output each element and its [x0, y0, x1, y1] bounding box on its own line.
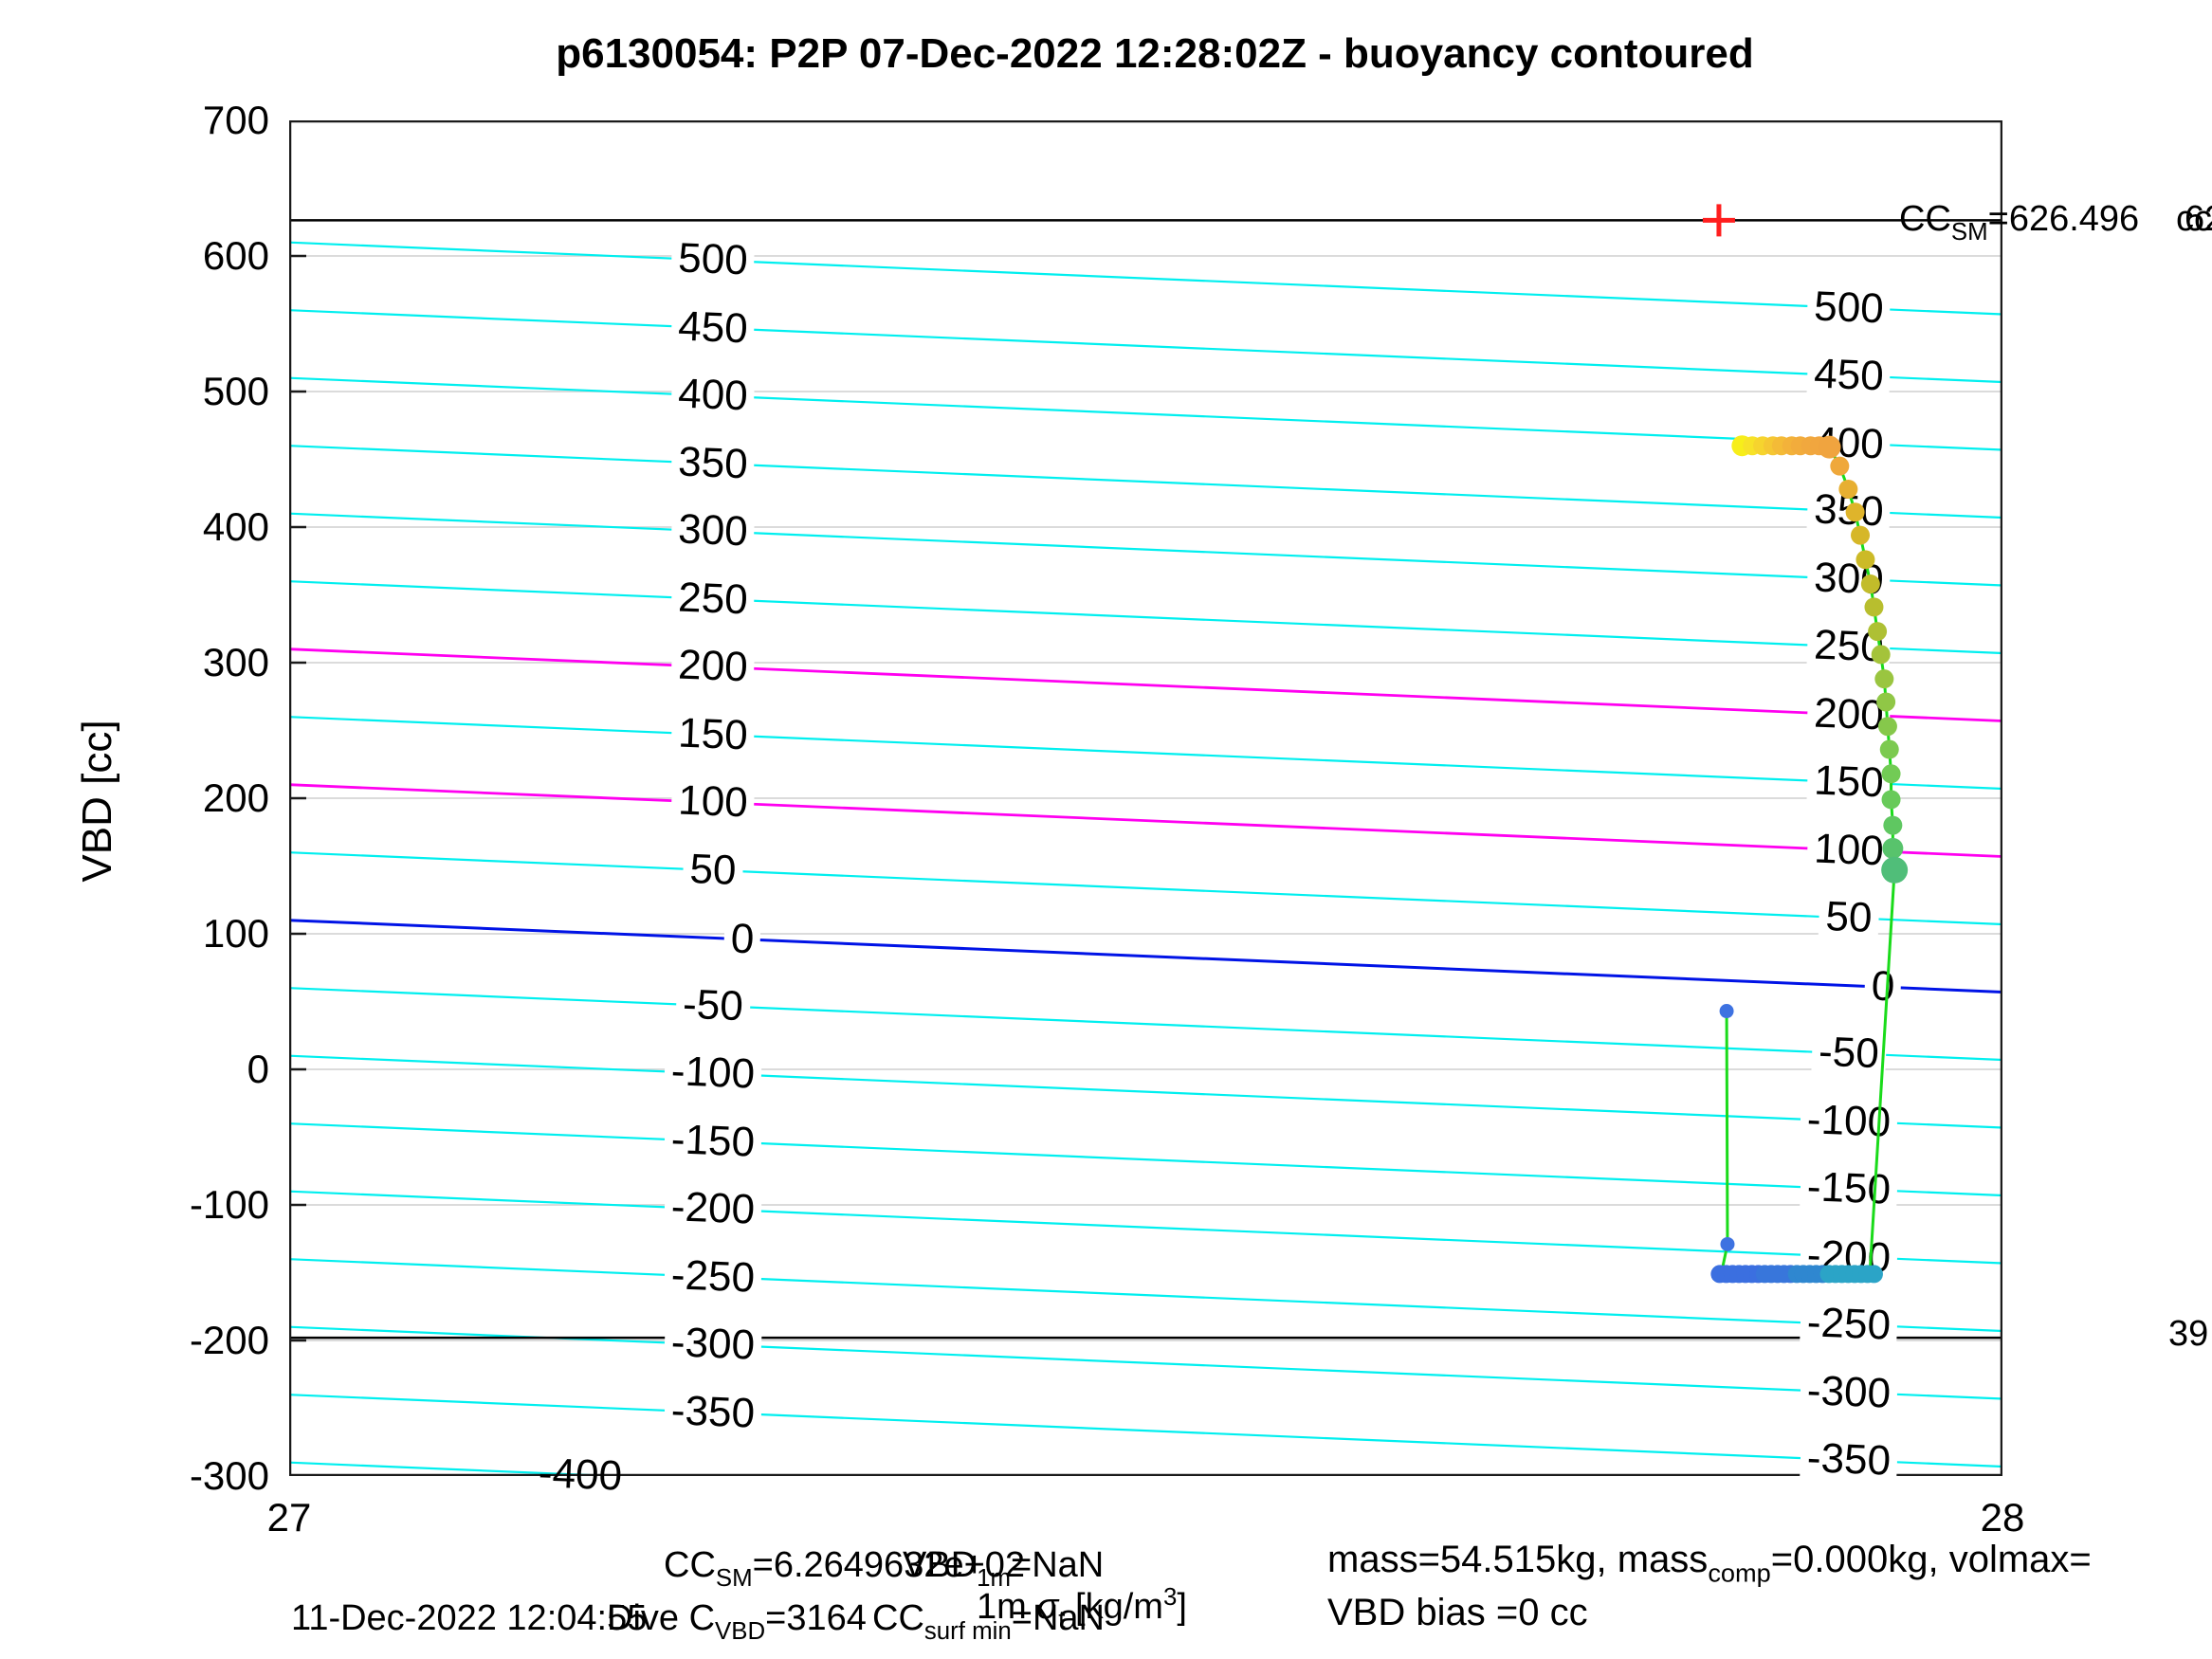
contour-line--100 — [289, 1054, 2002, 1129]
profile-dot — [1881, 790, 1901, 810]
profile-dot — [1882, 837, 1904, 859]
profile-dot — [1874, 669, 1894, 689]
annotation-mass-part: comp — [1708, 1558, 1771, 1588]
annotation-ccsm-value: CCSM=6.2649632e+02 — [664, 1543, 1025, 1600]
profile-dot — [1877, 717, 1897, 737]
contour-line-200 — [289, 647, 2002, 722]
annotation-dive-cvbd-part: Dive C — [607, 1598, 716, 1638]
y-tick-label-600: 600 — [202, 233, 269, 278]
y-tick-label-700: 700 — [202, 98, 269, 142]
annotation-vbd-bias: VBD bias =0 cc — [1327, 1591, 1588, 1634]
x-tick-label-28: 28 — [1980, 1495, 2025, 1540]
profile-dot — [1830, 456, 1850, 476]
contour-line--350 — [289, 1394, 2002, 1468]
y-tick-label-0: 0 — [247, 1047, 269, 1091]
contour-line-150 — [289, 716, 2002, 791]
y-tick-label-400: 400 — [202, 504, 269, 549]
profile-dot — [1818, 435, 1841, 459]
contour-line-100 — [289, 783, 2002, 858]
annotation-ccsm-top: CCSM=626.496 — [1899, 197, 2139, 254]
annotation-vbd-nan-part: VBD — [903, 1545, 978, 1585]
cluster-dot — [1864, 1265, 1883, 1284]
contour-line--50 — [289, 987, 2002, 1062]
x-axis-label-part: 3 — [1162, 1584, 1178, 1611]
annotation-timestamp: 11-Dec-2022 12:04:55 — [291, 1596, 647, 1640]
annotation-ccsm-top-part: =626.496 — [1987, 199, 2140, 239]
annotation-cc-surfmin-part: surf min — [923, 1617, 1012, 1645]
contour-line-400 — [289, 376, 2002, 451]
profile-dot — [1851, 525, 1871, 545]
annotation-ccsm-value-part: SM — [715, 1564, 753, 1592]
annotation-cc-surfmin: CCsurf min=NaN — [872, 1596, 1105, 1653]
annotation-mass-part: =0.000kg, volmax= — [1770, 1539, 2092, 1580]
surface-dot — [1719, 1004, 1734, 1019]
profile-dot — [1881, 764, 1901, 784]
annotation-ccsm-top-part: SM — [1950, 218, 1988, 246]
x-axis-label-part: [kg/m — [1065, 1587, 1163, 1628]
profile-dot — [1860, 574, 1880, 594]
y-tick-label--200: -200 — [189, 1318, 269, 1362]
x-axis-label: 1m σt [kg/m3] — [977, 1576, 1187, 1642]
annotation-overlap-cc: cc — [2176, 197, 2212, 241]
contour-line-250 — [289, 580, 2002, 655]
annotation-overlap-60-part: 62 — [2185, 199, 2212, 239]
plot-area — [289, 120, 2002, 1476]
track-line-profile — [1742, 444, 1896, 1273]
annotation-ccsm-top-part: CC — [1899, 199, 1951, 239]
contour-line--150 — [289, 1122, 2002, 1197]
y-tick-label-300: 300 — [202, 640, 269, 684]
annotation-vbd-nan: VBD1m=NaN — [903, 1543, 1104, 1600]
surface-dot — [1720, 1236, 1735, 1251]
contour-line-500 — [289, 241, 2002, 316]
y-tick-label--100: -100 — [189, 1182, 269, 1227]
x-axis-label-part: t — [1058, 1607, 1066, 1634]
profile-dot — [1876, 692, 1896, 712]
x-tick-label-27: 27 — [266, 1495, 312, 1540]
annotation-mass-part: mass=54.515kg, mass — [1327, 1539, 1709, 1580]
profile-dot — [1871, 645, 1891, 665]
annotation-overlap-60: 62 — [2185, 197, 2212, 241]
contour-line-50 — [289, 851, 2002, 926]
annotation-cc-surfmin-part: =NaN — [1011, 1598, 1105, 1638]
profile-dot — [1864, 597, 1884, 617]
profile-dot — [1838, 479, 1858, 499]
plot-title: p6130054: P2P 07-Dec-2022 12:28:02Z - bu… — [556, 30, 1754, 77]
contour-line-450 — [289, 309, 2002, 384]
contour-line-0 — [289, 919, 2002, 994]
track-line-surface — [1720, 1011, 1729, 1273]
annotation-39-edge: 39 — [2168, 1312, 2208, 1356]
annotation-vbd-nan-part: =NaN — [1011, 1545, 1105, 1585]
x-axis-label-part: σ — [1036, 1587, 1059, 1628]
annotation-ccsm-value-part: CC — [664, 1545, 716, 1585]
annotation-timestamp-part: 11-Dec-2022 12:04:55 — [291, 1598, 648, 1638]
annotation-dive-cvbd: Dive CVBD=3164 — [607, 1596, 867, 1653]
y-tick-label-100: 100 — [202, 911, 269, 956]
profile-dot — [1868, 622, 1888, 642]
annotation-ccsm-value-part: =6.2649632e+02 — [752, 1545, 1026, 1585]
annotation-overlap-cc-part: cc — [2176, 199, 2212, 239]
y-tick-label-200: 200 — [202, 775, 269, 820]
y-tick-label-500: 500 — [202, 369, 269, 413]
profile-dot — [1879, 739, 1899, 759]
x-axis-label-part: 1m — [977, 1587, 1037, 1628]
annotation-39-edge-part: 39 — [2168, 1314, 2209, 1354]
profile-dot — [1856, 550, 1875, 570]
contour-line--200 — [289, 1190, 2002, 1265]
annotation-vbd-nan-part: 1m — [977, 1564, 1012, 1592]
y-tick-label--300: -300 — [189, 1453, 269, 1498]
profile-dot — [1881, 856, 1909, 884]
annotation-dive-cvbd-part: VBD — [715, 1617, 766, 1645]
contour-line-300 — [289, 512, 2002, 587]
contour-line--250 — [289, 1258, 2002, 1333]
profile-dot — [1883, 815, 1903, 835]
annotation-vbd-bias-part: VBD bias =0 cc — [1327, 1592, 1588, 1633]
annotation-cc-surfmin-part: CC — [872, 1598, 924, 1638]
profile-dot — [1845, 502, 1865, 522]
annotation-dive-cvbd-part: =3164 — [765, 1598, 867, 1638]
x-axis-label-part: ] — [1177, 1587, 1187, 1628]
contour-line-350 — [289, 445, 2002, 520]
annotation-mass: mass=54.515kg, masscomp=0.000kg, volmax= — [1327, 1538, 2092, 1595]
